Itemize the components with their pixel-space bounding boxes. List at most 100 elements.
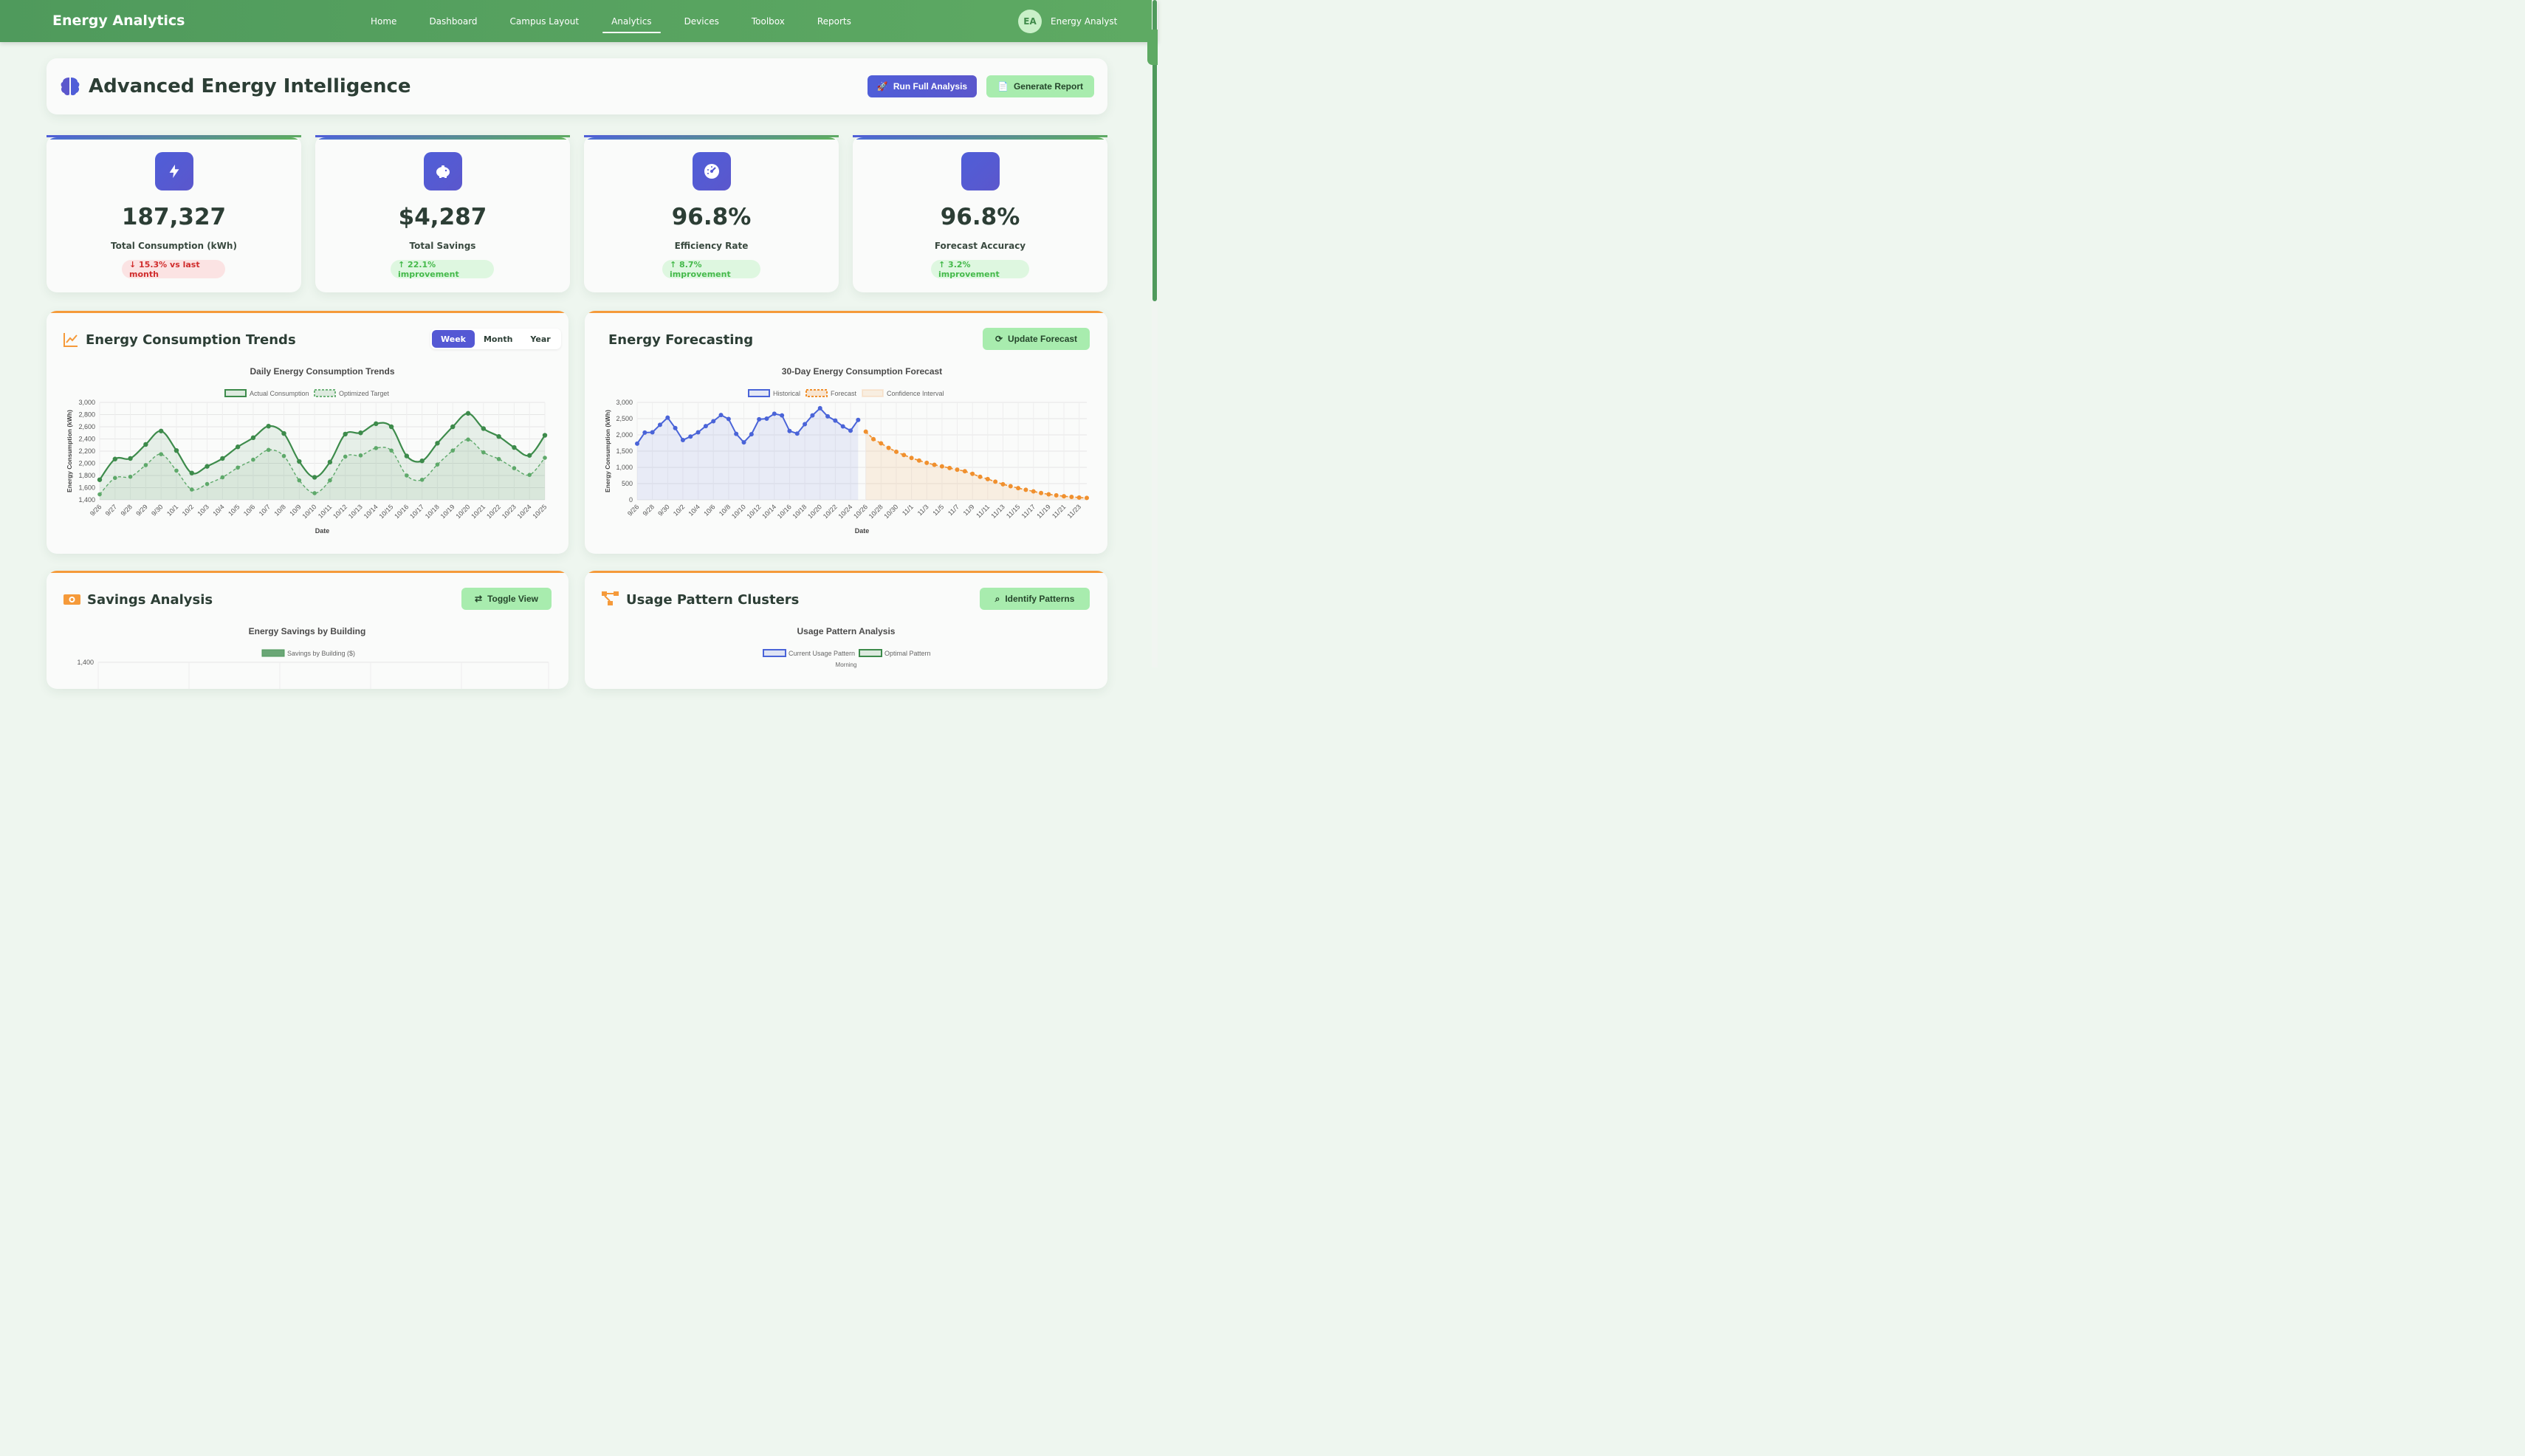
x-tick-label: 11/21 bbox=[1051, 503, 1068, 520]
forecast-point bbox=[870, 436, 876, 442]
y-tick-label: 2,400 bbox=[78, 436, 95, 443]
data-point bbox=[312, 475, 317, 480]
savings-by-building-chart[interactable]: Energy Savings by Building Savings by Bui… bbox=[47, 622, 568, 689]
forecast-point bbox=[924, 460, 930, 465]
x-tick-label: 11/23 bbox=[1066, 503, 1083, 520]
brain-icon bbox=[61, 78, 80, 96]
x-tick-label: 10/28 bbox=[868, 503, 884, 520]
x-tick-label: 10/14 bbox=[363, 503, 379, 520]
data-point bbox=[374, 421, 379, 427]
data-point bbox=[159, 452, 163, 456]
user-menu[interactable]: EA Energy Analyst bbox=[1018, 10, 1117, 33]
toggle-month[interactable]: Month bbox=[483, 334, 513, 344]
historical-point bbox=[673, 425, 678, 430]
x-tick-label: 10/10 bbox=[730, 503, 747, 520]
update-forecast-button[interactable]: ⟳ Update Forecast bbox=[983, 328, 1090, 350]
stat-value: 96.8% bbox=[671, 204, 752, 230]
data-point bbox=[496, 456, 501, 461]
energy-forecast-chart[interactable]: 30-Day Energy Consumption Forecast Histor… bbox=[585, 363, 1107, 554]
toggle-view-button[interactable]: ⇄ Toggle View bbox=[461, 588, 552, 610]
forecast-point bbox=[955, 467, 960, 473]
x-tick-label: 11/13 bbox=[989, 503, 1006, 520]
stat-label: Efficiency Rate bbox=[674, 241, 749, 251]
identify-patterns-label: Identify Patterns bbox=[1005, 594, 1075, 604]
card-accent bbox=[585, 311, 1107, 313]
y-tick-label: 3,000 bbox=[616, 399, 633, 406]
historical-point bbox=[749, 432, 754, 437]
x-tick-label: 11/15 bbox=[1005, 503, 1022, 520]
nav-campus-layout[interactable]: Campus Layout bbox=[509, 16, 580, 27]
data-point bbox=[465, 411, 471, 416]
avatar[interactable]: EA bbox=[1018, 10, 1042, 33]
historical-point bbox=[772, 411, 777, 416]
stat-label: Forecast Accuracy bbox=[934, 241, 1026, 251]
historical-point bbox=[848, 428, 853, 433]
historical-point bbox=[695, 430, 701, 435]
x-tick-label: 10/12 bbox=[746, 503, 763, 520]
cluster-icon bbox=[602, 591, 619, 605]
data-point bbox=[419, 477, 425, 482]
forecast-point bbox=[932, 462, 937, 467]
y-tick-label: 500 bbox=[622, 480, 633, 487]
forecast-point bbox=[886, 445, 891, 450]
data-point bbox=[112, 475, 117, 481]
legend-label: Forecast bbox=[831, 390, 857, 397]
y-tick-label: 2,800 bbox=[78, 411, 95, 419]
x-tick-label: 10/2 bbox=[672, 503, 686, 517]
stat-label: Total Savings bbox=[409, 241, 476, 251]
brand-logo[interactable]: Energy Analytics bbox=[52, 13, 185, 29]
stat-value: 96.8% bbox=[940, 204, 1020, 230]
run-full-analysis-label: Run Full Analysis bbox=[893, 81, 968, 92]
usage-pattern-chart[interactable]: Usage Pattern Analysis Current Usage Patt… bbox=[585, 622, 1107, 689]
legend-label: Savings by Building ($) bbox=[287, 650, 355, 657]
nav-devices[interactable]: Devices bbox=[684, 16, 719, 27]
toggle-year[interactable]: Year bbox=[530, 334, 551, 344]
data-point bbox=[405, 473, 409, 478]
consumption-trends-chart[interactable]: Daily Energy Consumption Trends Actual Co… bbox=[47, 363, 568, 554]
x-tick-label: 10/22 bbox=[822, 503, 839, 520]
generate-report-button[interactable]: 📄 Generate Report bbox=[986, 75, 1094, 97]
user-name[interactable]: Energy Analyst bbox=[1051, 16, 1118, 27]
data-point bbox=[343, 431, 348, 437]
trend-badge: ↑ 22.1% improvement bbox=[391, 260, 494, 279]
x-tick-label: 10/25 bbox=[531, 503, 548, 520]
nav-home[interactable]: Home bbox=[371, 16, 397, 27]
piggy-bank-icon bbox=[424, 152, 462, 190]
historical-point bbox=[757, 416, 762, 422]
data-point bbox=[281, 430, 286, 436]
stat-value: 187,327 bbox=[121, 204, 227, 230]
x-tick-label: 10/6 bbox=[702, 503, 716, 517]
historical-point bbox=[817, 405, 822, 411]
run-full-analysis-button[interactable]: 🚀 Run Full Analysis bbox=[868, 75, 977, 97]
trend-badge: ↓ 15.3% vs last month bbox=[122, 260, 225, 279]
x-tick-label: 10/16 bbox=[393, 503, 410, 520]
nav-reports[interactable]: Reports bbox=[817, 16, 851, 27]
toggle-week[interactable]: Week bbox=[432, 330, 475, 348]
bolt-icon bbox=[155, 152, 193, 190]
x-tick-label: 10/18 bbox=[791, 503, 808, 520]
data-point bbox=[481, 450, 486, 455]
page-scrollbar[interactable] bbox=[1152, 0, 1158, 667]
data-point bbox=[527, 473, 532, 477]
stat-card-forecast-accuracy: 96.8% Forecast Accuracy ↑ 3.2% improveme… bbox=[853, 135, 1107, 292]
data-point bbox=[236, 465, 240, 470]
scrollbar-thumb[interactable] bbox=[1152, 0, 1157, 301]
historical-point bbox=[703, 424, 708, 429]
x-tick-label: 10/18 bbox=[424, 503, 441, 520]
forecast-point bbox=[901, 453, 907, 458]
data-point bbox=[97, 492, 102, 497]
nav-dashboard[interactable]: Dashboard bbox=[429, 16, 478, 27]
nav-analytics[interactable]: Analytics bbox=[595, 0, 668, 42]
identify-patterns-button[interactable]: ⌕ Identify Patterns bbox=[980, 588, 1090, 610]
line-chart-icon bbox=[63, 333, 78, 347]
card-title: Energy Forecasting bbox=[608, 332, 754, 348]
forecast-point bbox=[1085, 495, 1089, 501]
data-point bbox=[481, 426, 487, 431]
x-tick-label: 10/7 bbox=[258, 503, 272, 517]
legend-label: Confidence Interval bbox=[887, 390, 944, 397]
data-point bbox=[512, 444, 517, 450]
forecast-point bbox=[962, 469, 967, 474]
nav-toolbox[interactable]: Toolbox bbox=[751, 16, 785, 27]
x-tick-label: 11/17 bbox=[1020, 503, 1037, 520]
historical-point bbox=[726, 416, 731, 422]
